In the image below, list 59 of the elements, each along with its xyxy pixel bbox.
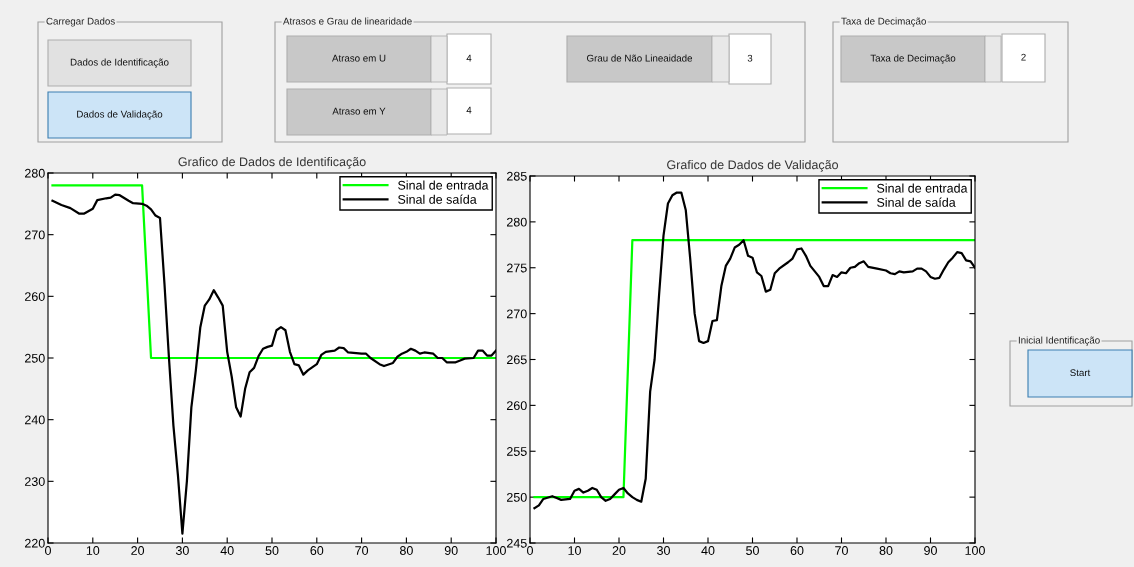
text: Taxa de Decimação — [870, 54, 956, 64]
y-tick-label: 240 — [25, 415, 45, 425]
x-tick-label: 50 — [265, 546, 279, 555]
y-tick-label: 260 — [25, 292, 45, 301]
chart-title: Grafico de Dados de Validação — [667, 160, 839, 172]
x-tick-label: 30 — [657, 546, 670, 555]
x-tick-label: 60 — [310, 546, 324, 555]
text: Dados de Validação — [77, 110, 163, 120]
y-tick-label: 280 — [25, 168, 45, 178]
x-tick-label: 50 — [746, 546, 759, 555]
y-tick-label: 245 — [507, 538, 527, 548]
text: 4 — [466, 54, 472, 62]
x-tick-label: 20 — [612, 546, 626, 555]
x-tick-label: 80 — [879, 546, 893, 555]
x-tick-label: 30 — [175, 546, 189, 555]
x-tick-label: 90 — [444, 546, 458, 555]
y-tick-label: 265 — [507, 355, 527, 365]
x-tick-label: 100 — [965, 546, 985, 555]
text: Grau de Não Lineaidade — [587, 54, 693, 62]
text: Carregar Dados — [46, 17, 115, 27]
legend-label: Sinal de entrada — [398, 180, 489, 190]
x-tick-label: 80 — [399, 546, 413, 555]
text: Dados de Identificação — [70, 58, 169, 68]
text: Atraso em Y — [332, 107, 386, 115]
y-tick-label: 270 — [507, 309, 527, 319]
y-tick-label: 280 — [507, 217, 527, 227]
x-tick-label: 10 — [86, 546, 100, 555]
x-tick-label: 10 — [568, 546, 581, 555]
x-tick-label: 40 — [220, 546, 234, 555]
x-tick-label: 0 — [527, 546, 533, 555]
y-tick-label: 260 — [507, 401, 527, 411]
text: 2 — [1021, 53, 1026, 61]
chart-title: Grafico de Dados de Identificação — [178, 157, 366, 169]
text: Atrasos e Grau de linearidade — [283, 17, 412, 25]
legend-label: Sinal de saída — [877, 197, 956, 207]
text: Atraso em U — [332, 54, 386, 62]
x-tick-label: 0 — [45, 546, 51, 555]
y-tick-label: 275 — [507, 263, 527, 273]
x-tick-label: 40 — [701, 546, 715, 555]
text: 3 — [747, 54, 753, 62]
x-tick-label: 20 — [131, 546, 145, 555]
legend-label: Sinal de entrada — [877, 183, 968, 193]
y-tick-label: 255 — [507, 447, 527, 456]
x-tick-label: 70 — [835, 546, 848, 555]
y-tick-label: 250 — [507, 492, 527, 502]
y-tick-label: 270 — [25, 230, 45, 240]
y-tick-label: 285 — [507, 171, 527, 181]
y-tick-label: 220 — [25, 538, 45, 548]
text: Taxa de Decimação — [841, 17, 926, 27]
text: Start — [1070, 369, 1091, 377]
legend-label: Sinal de saída — [398, 194, 477, 204]
x-tick-label: 60 — [790, 546, 804, 555]
text: 4 — [466, 106, 472, 114]
x-tick-label: 90 — [924, 546, 937, 555]
x-tick-label: 70 — [355, 546, 369, 555]
y-tick-label: 230 — [25, 477, 45, 486]
text: Inicial Identificação — [1018, 336, 1100, 346]
x-tick-label: 100 — [486, 546, 506, 555]
y-tick-label: 250 — [25, 353, 45, 363]
